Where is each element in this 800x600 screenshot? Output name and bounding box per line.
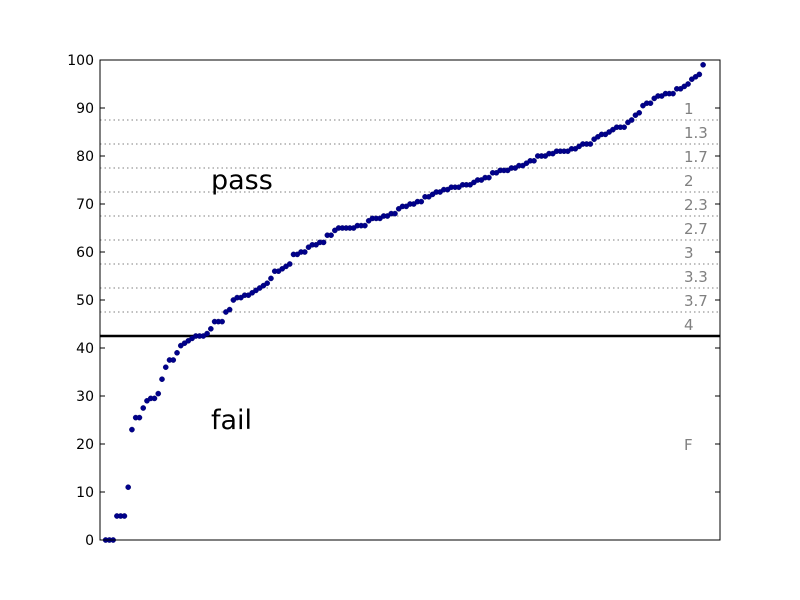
grade-label: 4 <box>684 316 694 334</box>
data-point <box>328 232 334 238</box>
data-point <box>219 318 225 325</box>
data-point <box>685 81 691 87</box>
data-point <box>162 364 169 371</box>
data-point <box>129 426 135 433</box>
data-point <box>268 275 274 282</box>
grade-label: 2.7 <box>684 220 708 238</box>
data-point <box>264 280 271 287</box>
data-point <box>320 239 327 246</box>
data-point <box>486 174 492 181</box>
y-tick-label: 0 <box>85 533 94 549</box>
data-point <box>621 124 627 130</box>
plot-frame <box>99 59 721 541</box>
data-points <box>102 62 706 543</box>
y-tick-label: 100 <box>67 53 94 69</box>
data-point <box>226 306 233 313</box>
region-label-fail: fail <box>211 405 252 436</box>
data-point <box>418 198 425 205</box>
data-point <box>670 90 676 97</box>
grade-labels: 1 1.3 1.7 2 2.3 2.7 3 3.3 3.7 4 F <box>684 100 708 454</box>
data-point <box>636 110 643 116</box>
y-tick-label: 70 <box>76 197 94 213</box>
data-point <box>647 100 654 106</box>
data-point <box>286 261 293 267</box>
data-point <box>151 395 158 402</box>
grade-label: 2 <box>684 172 694 190</box>
grade-label: 1 <box>684 100 694 118</box>
data-point <box>159 376 165 383</box>
grade-label: 2.3 <box>684 196 708 214</box>
data-point <box>140 405 147 411</box>
data-point <box>696 71 703 78</box>
data-point <box>392 210 398 217</box>
y-tick-label: 20 <box>76 437 94 453</box>
grade-label: F <box>684 436 693 454</box>
region-label-pass: pass <box>211 165 273 196</box>
grade-label: 1.7 <box>684 148 708 166</box>
y-tick-label: 30 <box>76 389 94 405</box>
data-point <box>531 157 537 164</box>
data-point <box>170 357 177 363</box>
y-tick-label: 80 <box>76 149 94 165</box>
data-point <box>362 222 368 229</box>
y-tick-label: 40 <box>76 341 94 357</box>
data-point <box>208 325 214 332</box>
data-point <box>301 249 308 255</box>
data-point <box>125 484 131 491</box>
data-point <box>700 62 706 68</box>
grade-label: 3.7 <box>684 292 708 310</box>
data-point <box>204 330 210 337</box>
grade-label: 3 <box>684 244 694 262</box>
data-point <box>628 117 635 123</box>
y-axis: 0 10 20 30 40 50 60 70 80 90 100 <box>67 53 720 549</box>
data-point <box>136 414 143 421</box>
data-point <box>174 349 180 356</box>
y-tick-label: 90 <box>76 101 94 117</box>
grade-label: 3.3 <box>684 268 708 286</box>
data-point <box>587 141 594 147</box>
y-tick-label: 10 <box>76 485 94 501</box>
region-labels: pass fail <box>211 165 273 436</box>
y-tick-label: 60 <box>76 245 94 261</box>
y-tick-label: 50 <box>76 293 94 309</box>
data-point <box>155 390 162 397</box>
grade-label: 1.3 <box>684 124 708 142</box>
data-point <box>121 513 128 519</box>
